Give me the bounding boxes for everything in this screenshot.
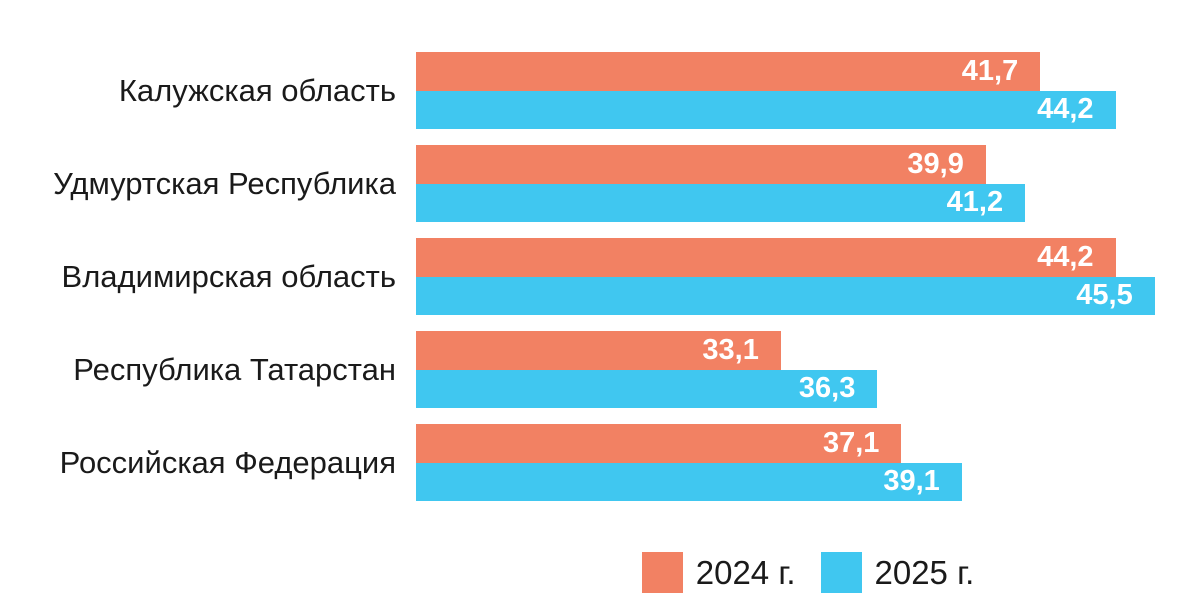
bar-value-label: 44,2 (1037, 93, 1094, 126)
legend-swatch-2024 (641, 552, 683, 593)
bar-2024: 33,1 (416, 331, 781, 370)
category-label: Калужская область (118, 72, 396, 108)
bar-2025: 41,2 (416, 183, 1026, 222)
bar-2024: 44,2 (416, 238, 1116, 277)
legend-item-2024: 2024 г. (641, 552, 796, 593)
bar-group: 37,1 39,1 (416, 424, 1200, 501)
bar-2024: 41,7 (416, 52, 1041, 91)
bar-value-label: 37,1 (822, 426, 880, 459)
legend-swatch-2025 (820, 552, 862, 593)
legend-label: 2024 г. (695, 553, 796, 591)
chart-row: Республика Татарстан 33,1 36,3 (0, 331, 1200, 408)
chart-row: Удмуртская Республика 39,9 41,2 (0, 145, 1200, 222)
legend-item-2025: 2025 г. (820, 552, 975, 593)
bar-value-label: 39,9 (907, 147, 964, 180)
chart-rows: Калужская область 41,7 44,2 Удмуртская Респ… (0, 52, 1200, 501)
category-label: Республика Татарстан (73, 351, 396, 387)
category-label: Российская Федерация (59, 444, 396, 480)
legend-wrap: 2024 г. 2025 г. (416, 552, 1200, 593)
bar-2025: 44,2 (416, 90, 1116, 129)
bar-2025: 45,5 (416, 276, 1155, 315)
chart-legend: 2024 г. 2025 г. (641, 552, 975, 593)
bar-group: 41,7 44,2 (416, 52, 1200, 129)
bar-value-label: 41,7 (961, 54, 1019, 87)
bar-value-label: 36,3 (798, 372, 856, 405)
chart-row: Российская Федерация 37,1 39,1 (0, 424, 1200, 501)
bar-value-label: 41,2 (946, 186, 1004, 219)
bar-group: 39,9 41,2 (416, 145, 1200, 222)
bar-group: 33,1 36,3 (416, 331, 1200, 408)
bar-value-label: 33,1 (702, 333, 759, 366)
legend-label: 2025 г. (874, 553, 975, 591)
bar-2024: 39,9 (416, 145, 986, 184)
category-label: Владимирская область (61, 258, 396, 294)
bar-value-label: 45,5 (1076, 279, 1133, 312)
chart-row: Владимирская область 44,2 45,5 (0, 238, 1200, 315)
chart-row: Калужская область 41,7 44,2 (0, 52, 1200, 129)
category-label: Удмуртская Республика (53, 165, 396, 201)
bar-2025: 36,3 (416, 369, 878, 408)
bar-value-label: 39,1 (883, 465, 940, 498)
bar-group: 44,2 45,5 (416, 238, 1200, 315)
bar-2024: 37,1 (416, 424, 902, 463)
bar-2025: 39,1 (416, 462, 962, 501)
bar-value-label: 44,2 (1037, 240, 1094, 273)
